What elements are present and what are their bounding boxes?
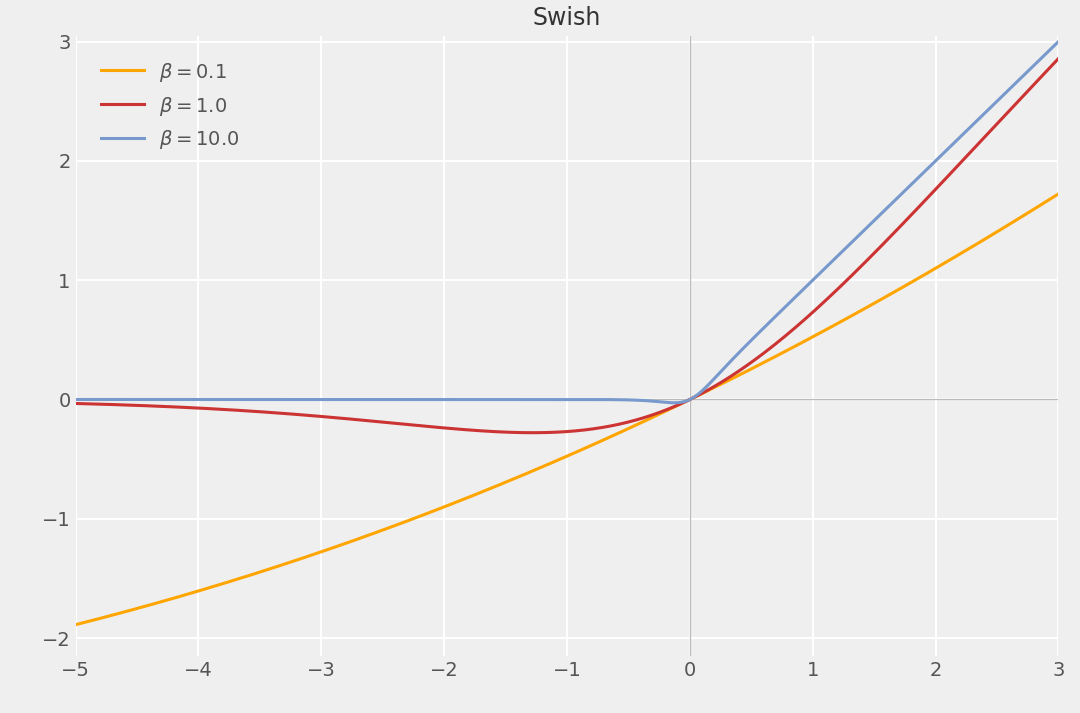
$\beta = 10.0$: [546, 395, 559, 404]
Line: $\beta = 10.0$: $\beta = 10.0$: [76, 41, 1058, 403]
$\beta = 0.1$: [1052, 190, 1065, 198]
$\beta = 1.0$: [843, 273, 856, 282]
$\beta = 10.0$: [843, 240, 856, 248]
$\beta = 0.1$: [1023, 207, 1036, 216]
$\beta = 10.0$: [1024, 65, 1037, 73]
$\beta = 10.0$: [667, 399, 680, 407]
$\beta = 10.0$: [1052, 37, 1065, 46]
Line: $\beta = 1.0$: $\beta = 1.0$: [76, 58, 1058, 433]
$\beta = 1.0$: [119, 401, 132, 409]
$\beta = 10.0$: [521, 395, 534, 404]
$\beta = 0.1$: [119, 607, 132, 616]
$\beta = 0.1$: [69, 620, 82, 629]
$\beta = 0.1$: [546, 458, 559, 466]
$\beta = 10.0$: [1024, 65, 1037, 73]
$\beta = 1.0$: [69, 399, 82, 408]
$\beta = 1.0$: [521, 429, 534, 437]
$\beta = 1.0$: [548, 428, 561, 436]
$\beta = 10.0$: [69, 395, 82, 404]
$\beta = 1.0$: [1024, 85, 1037, 93]
Line: $\beta = 0.1$: $\beta = 0.1$: [76, 194, 1058, 625]
$\beta = 0.1$: [1024, 207, 1037, 216]
$\beta = 0.1$: [843, 313, 856, 322]
$\beta = 1.0$: [1052, 54, 1065, 63]
$\beta = 0.1$: [521, 469, 534, 478]
Legend: $\beta = 0.1$, $\beta = 1.0$, $\beta = 10.0$: $\beta = 0.1$, $\beta = 1.0$, $\beta = 1…: [85, 46, 255, 167]
Title: Swish: Swish: [532, 6, 602, 29]
$\beta = 10.0$: [119, 395, 132, 404]
$\beta = 1.0$: [1024, 84, 1037, 93]
$\beta = 1.0$: [526, 429, 539, 437]
